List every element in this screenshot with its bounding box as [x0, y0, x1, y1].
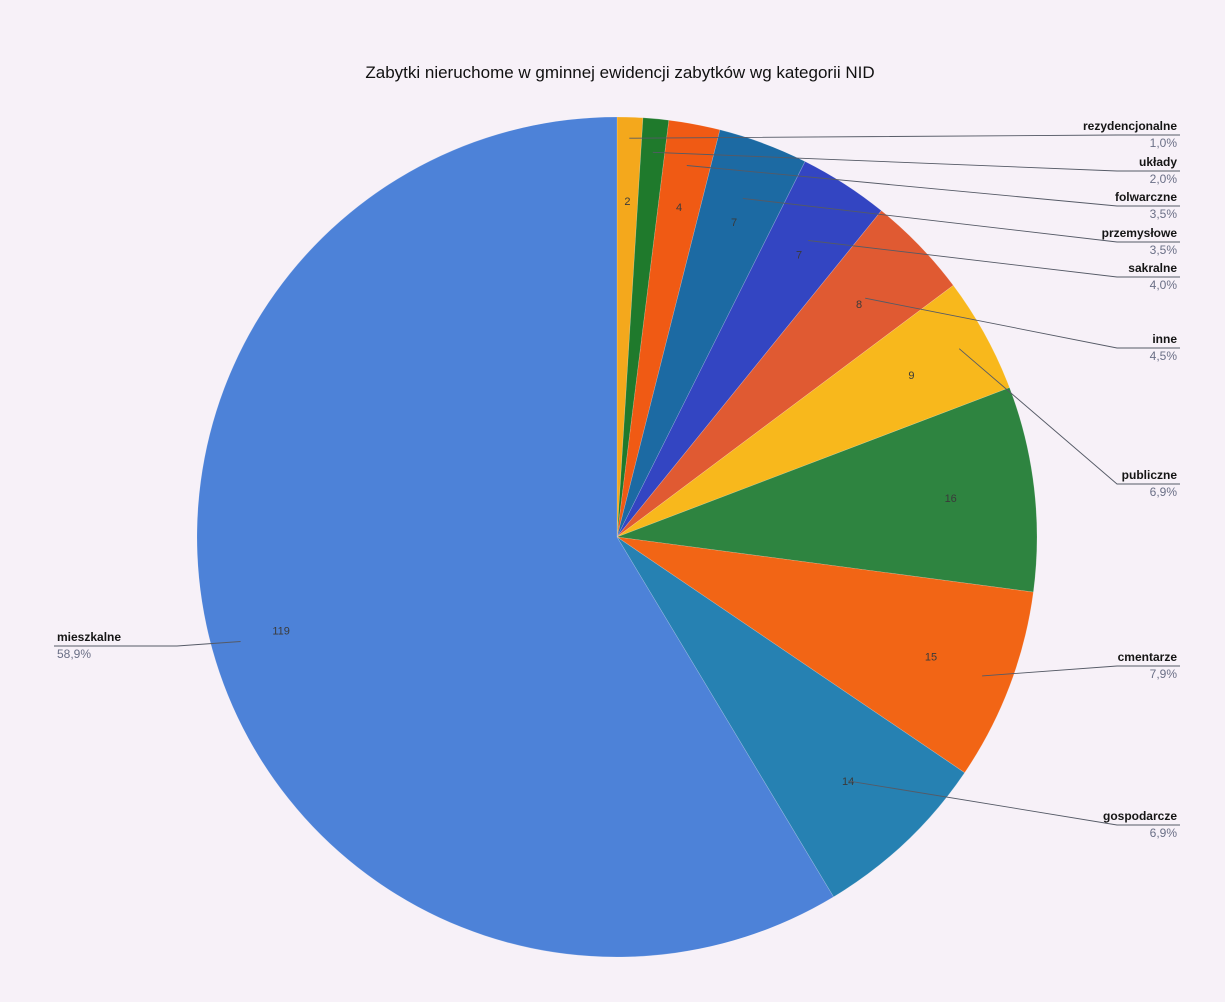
leader-line-inne [865, 297, 1180, 349]
leader-line-cmentarze [982, 665, 1180, 677]
slice-unlabeled-7 [616, 387, 1038, 593]
leader-lines [54, 134, 1180, 826]
category-label-publiczne: publiczne [1122, 468, 1178, 482]
value-label-unlabeled-7: 16 [945, 493, 957, 505]
value-label-mieszkalne: 119 [272, 625, 290, 637]
slice-value-labels: 2 4 7 7 8 9 16 15 14 119 [272, 196, 956, 788]
slice-gospodarcze [616, 536, 966, 898]
leader-line-mieszkalne [54, 641, 241, 647]
percent-label-rezydencjonalne: 1,0% [1150, 136, 1178, 150]
slice-inne [616, 210, 954, 538]
percent-label-folwarczne: 3,5% [1150, 207, 1178, 221]
slice-rezydencjonalne [616, 116, 644, 538]
category-label-mieszkalne: mieszkalne [57, 630, 121, 644]
slice-mieszkalne [196, 116, 834, 958]
leader-line-folwarczne [686, 165, 1180, 207]
percent-label-publiczne: 6,9% [1150, 485, 1178, 499]
leader-line-gospodarcze [848, 780, 1180, 826]
percent-label-uklady: 2,0% [1150, 172, 1178, 186]
slice-folwarczne [616, 119, 721, 538]
category-label-gospodarcze: gospodarcze [1103, 809, 1177, 823]
slice-publiczne [616, 285, 1010, 538]
percent-label-mieszkalne: 58,9% [57, 647, 91, 661]
leader-line-sakralne [808, 240, 1180, 278]
value-label-folwarczne: 4 [676, 202, 682, 214]
pie-slices [196, 116, 1038, 958]
percent-label-cmentarze: 7,9% [1150, 667, 1178, 681]
chart-title: Zabytki nieruchome w gminnej ewidencji z… [365, 63, 874, 82]
value-label-publiczne: 9 [908, 370, 914, 382]
leader-line-uklady [652, 151, 1180, 172]
percent-label-inne: 4,5% [1150, 349, 1178, 363]
leader-line-rezydencjonalne [629, 134, 1180, 139]
value-label-inne: 8 [856, 299, 862, 311]
category-labels: rezydencjonalne 1,0% układy 2,0% folwarczne 3… [57, 119, 1177, 840]
leader-line-przemyslowe [742, 197, 1180, 243]
percent-label-przemyslowe: 3,5% [1150, 243, 1178, 257]
leader-line-publiczne [958, 348, 1180, 485]
category-label-cmentarze: cmentarze [1118, 650, 1178, 664]
category-label-uklady: układy [1139, 155, 1177, 169]
category-label-folwarczne: folwarczne [1115, 190, 1177, 204]
category-label-przemyslowe: przemysłowe [1102, 226, 1178, 240]
slice-uklady [616, 117, 670, 538]
value-label-sakralne: 7 [796, 250, 802, 262]
value-label-przemyslowe: 7 [731, 217, 737, 229]
value-label-rezydencjonalne: 2 [624, 196, 630, 208]
percent-label-sakralne: 4,0% [1150, 278, 1178, 292]
slice-przemyslowe [616, 129, 806, 538]
slice-sakralne [616, 161, 882, 538]
slice-cmentarze [616, 536, 1034, 774]
category-label-sakralne: sakralne [1128, 261, 1177, 275]
value-label-cmentarze: 15 [925, 652, 937, 664]
value-label-gospodarcze: 14 [842, 776, 854, 788]
percent-label-gospodarcze: 6,9% [1150, 826, 1178, 840]
category-label-inne: inne [1152, 332, 1177, 346]
category-label-rezydencjonalne: rezydencjonalne [1083, 119, 1177, 133]
